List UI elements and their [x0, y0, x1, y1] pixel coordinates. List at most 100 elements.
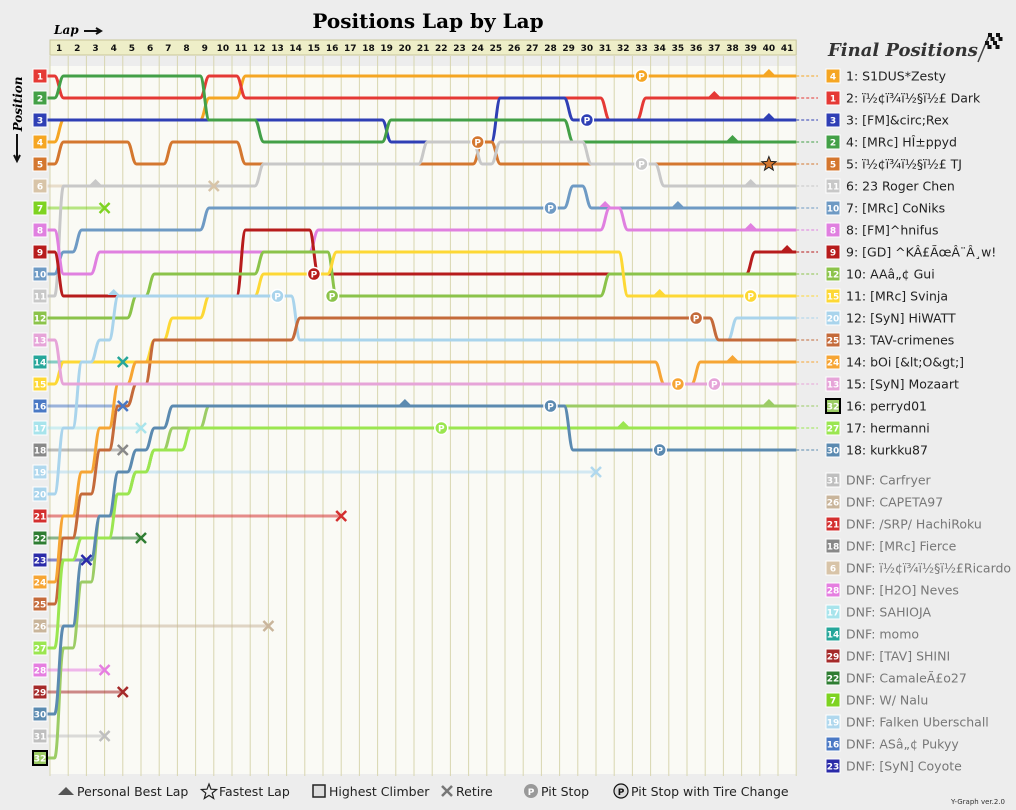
legend-retire: Retire: [456, 784, 493, 799]
svg-text:P: P: [693, 315, 700, 325]
legend-personal-best: Personal Best Lap: [77, 784, 188, 799]
svg-text:20: 20: [827, 315, 840, 325]
grid-position-badge: 11: [32, 288, 48, 304]
lap-number: 11: [235, 44, 248, 54]
svg-text:14: 14: [34, 359, 47, 369]
final-position-row: 13 15: [SyN] Mozaart: [825, 376, 959, 392]
final-position-row: 4 1: S1DUS*Zesty: [825, 68, 947, 84]
grid-position-badge: 6: [32, 178, 48, 194]
dnf-row: 19 DNF: Falken Uberschall: [825, 714, 989, 730]
svg-text:5: 5: [37, 161, 43, 171]
svg-text:8: 8: [830, 227, 836, 237]
svg-text:P: P: [711, 381, 718, 391]
svg-text:1: 1: [830, 95, 836, 105]
retire-marker: [98, 202, 111, 214]
pit-stop-marker: P: [270, 288, 285, 304]
lap-arrow-icon: [84, 27, 103, 35]
personal-best-marker: [107, 289, 120, 295]
legend-pit-tire: Pit Stop with Tire Change: [631, 784, 789, 799]
lap-number: 9: [202, 44, 208, 54]
lap-number: 18: [362, 44, 375, 54]
pit-tire-icon: [613, 783, 629, 799]
svg-text:11: [MRc] Svinja: 11: [MRc] Svinja: [846, 289, 948, 304]
pit-stop-icon-letter: P: [528, 788, 535, 798]
pit-stop-icon: [524, 784, 538, 798]
grid-position-badge: 10: [32, 266, 48, 282]
grid-position-badge: 27: [32, 640, 48, 656]
driver-line: [46, 426, 797, 650]
svg-text:P: P: [638, 161, 645, 171]
lap-number: 19: [380, 44, 393, 54]
svg-text:17: hermanni: 17: hermanni: [846, 421, 930, 436]
grid-position-badge: 13: [32, 332, 48, 348]
driver-line: [46, 184, 797, 276]
svg-text:10: AAâ„¢ Gui: 10: AAâ„¢ Gui: [846, 267, 935, 282]
svg-text:19: 19: [34, 469, 47, 479]
lap-number: 2: [74, 44, 80, 54]
retire-marker: [116, 356, 129, 368]
plot-area: [50, 66, 797, 774]
fastest-lap-icon: [199, 782, 219, 800]
lap-number: 23: [453, 44, 466, 54]
dnf-row: 29 DNF: [TAV] SHINI: [825, 648, 950, 664]
grid-position-badge: 28: [32, 662, 48, 678]
lap-number: 28: [544, 44, 557, 54]
chart-background: [49, 39, 797, 776]
svg-text:6: 6: [830, 565, 836, 575]
svg-text:5: 5: [830, 161, 836, 171]
svg-text:21: 21: [34, 513, 47, 523]
final-position-row: 24 14: bOi [&lt;O&gt;]: [825, 354, 964, 370]
lap-number: 14: [289, 44, 302, 54]
lap-number: 4: [111, 44, 117, 54]
grid-position-badge: 8: [32, 222, 48, 238]
personal-best-marker: [398, 399, 411, 405]
y-axis-label: Position: [11, 77, 25, 133]
grid-position-badge: 31: [32, 728, 48, 744]
driver-line: [46, 140, 797, 166]
svg-text:25: 25: [34, 601, 47, 611]
svg-text:P: P: [474, 139, 481, 149]
svg-text:16: 16: [827, 741, 840, 751]
grid-position-badge: 29: [32, 684, 48, 700]
svg-text:16: 16: [34, 403, 47, 413]
lap-number: 33: [635, 44, 648, 54]
svg-text:10: 10: [827, 205, 840, 215]
lap-number: 39: [744, 44, 757, 54]
personal-best-icon: [58, 787, 74, 795]
svg-text:24: 24: [34, 579, 47, 589]
lap-number: 40: [763, 44, 776, 54]
lap-number: 26: [508, 44, 521, 54]
final-position-row: 3 3: [FM]&circ;Rex: [825, 112, 949, 128]
dnf-row: 14 DNF: momo: [825, 626, 919, 642]
svg-text:DNF: Carfryer: DNF: Carfryer: [846, 473, 932, 488]
final-position-row: 8 8: [FM]^hnifus: [825, 222, 939, 238]
grid-position-badge: 23: [32, 552, 48, 568]
lap-number: 7: [165, 44, 171, 54]
grid-position-badge: 21: [32, 508, 48, 524]
grid-position-badge: 26: [32, 618, 48, 634]
svg-text:10: 10: [34, 271, 47, 281]
lap-number: 31: [599, 44, 612, 54]
retire-marker: [116, 686, 129, 698]
lap-number: 12: [253, 44, 266, 54]
retire-marker: [98, 730, 111, 742]
svg-text:28: 28: [827, 587, 840, 597]
driver-line: [46, 404, 797, 716]
driver-line: [46, 140, 797, 298]
svg-text:22: 22: [34, 535, 47, 545]
dnf-row: 23 DNF: [SyN] Coyote: [825, 758, 962, 774]
driver-line: [46, 294, 797, 496]
driver-line: [46, 250, 797, 386]
grid-position-badge: 1: [32, 68, 48, 84]
grid-position-badge: 12: [32, 310, 48, 326]
svg-text:DNF: [MRc] Fierce: DNF: [MRc] Fierce: [846, 539, 957, 554]
dnf-row: 17 DNF: SAHIOJA: [825, 604, 931, 620]
svg-text:23: 23: [827, 763, 840, 773]
lap-number: 8: [183, 44, 189, 54]
svg-text:23: 23: [34, 557, 47, 567]
svg-text:3: 3: [830, 117, 836, 127]
svg-text:6: 23 Roger Chen: 6: 23 Roger Chen: [846, 179, 955, 194]
svg-text:13: 13: [34, 337, 47, 347]
lap-number: 21: [417, 44, 430, 54]
